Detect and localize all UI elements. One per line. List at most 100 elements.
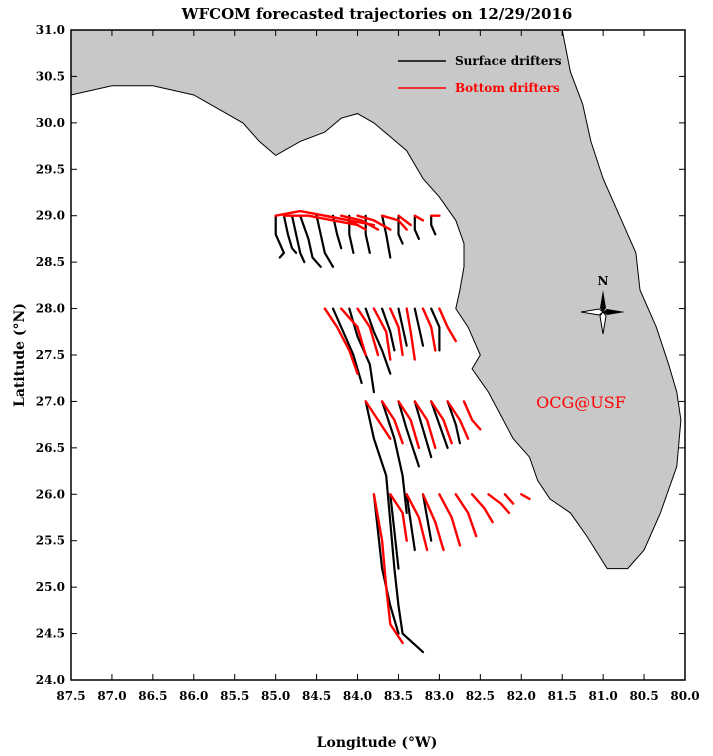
trajectory-layer	[274, 209, 531, 654]
x-tick-label: 87.0	[97, 689, 126, 703]
bottom-trajectory	[389, 493, 408, 542]
x-tick-label: 80.0	[670, 689, 699, 703]
bottom-trajectory	[364, 400, 392, 440]
y-tick-label: 28.5	[36, 255, 65, 269]
y-tick-label: 29.5	[36, 162, 65, 176]
y-tick-label: 24.5	[36, 627, 65, 641]
surface-trajectory	[421, 493, 433, 542]
y-tick-label: 27.0	[36, 394, 65, 408]
compass-rose-icon: N	[580, 274, 625, 335]
surface-trajectory	[430, 307, 441, 352]
x-tick-label: 84.5	[302, 689, 331, 703]
surface-trajectory	[381, 307, 396, 352]
surface-trajectory	[430, 400, 449, 449]
bottom-trajectory	[356, 214, 392, 231]
compass-north-label: N	[598, 274, 609, 288]
bottom-trajectory	[282, 214, 359, 227]
land-layer	[70, 29, 685, 570]
bottom-trajectory	[397, 400, 421, 450]
axis-ticks: 87.5 87.0 86.5 86.0 85.5 85.0 84.5 84.0 83.5 83.0…	[36, 23, 700, 703]
y-tick-label: 31.0	[36, 23, 65, 37]
x-tick-label: 86.0	[179, 689, 208, 703]
bottom-trajectory	[438, 493, 462, 547]
x-tick-label: 85.5	[220, 689, 249, 703]
surface-trajectory	[381, 400, 408, 515]
bottom-trajectory	[462, 400, 482, 431]
bottom-trajectory	[389, 307, 404, 357]
legend-surface-label: Surface drifters	[455, 54, 562, 68]
legend: Surface drifters Bottom drifters	[398, 54, 562, 95]
surface-trajectory	[364, 400, 425, 654]
bottom-trajectory	[356, 307, 380, 357]
y-tick-label: 30.0	[36, 116, 65, 130]
legend-bottom-label: Bottom drifters	[455, 81, 560, 95]
bottom-trajectory	[372, 307, 392, 361]
surface-trajectory	[389, 493, 400, 570]
chart-title: WFCOM forecasted trajectories on 12/29/2…	[181, 5, 573, 23]
bottom-trajectory	[430, 400, 453, 445]
x-tick-label: 81.5	[548, 689, 577, 703]
bottom-trajectory	[438, 307, 457, 343]
bottom-trajectory	[323, 307, 359, 375]
surface-trajectory	[381, 214, 392, 259]
y-tick-label: 26.5	[36, 441, 65, 455]
y-tick-label: 29.0	[36, 209, 65, 223]
x-tick-label: 82.5	[466, 689, 495, 703]
surface-trajectory	[446, 400, 461, 445]
bottom-trajectory	[487, 493, 511, 515]
surface-trajectory	[274, 214, 285, 259]
bottom-trajectory	[323, 214, 367, 231]
surface-trajectory	[397, 400, 420, 468]
surface-trajectory	[282, 214, 298, 254]
surface-trajectory	[315, 214, 335, 268]
x-tick-label: 83.0	[425, 689, 454, 703]
x-axis-title: Longitude (°W)	[317, 735, 438, 751]
y-axis-title: Latitude (°N)	[12, 303, 28, 407]
y-tick-label: 26.0	[36, 487, 65, 501]
bottom-trajectory	[397, 214, 412, 227]
bottom-trajectory	[454, 493, 478, 538]
bottom-trajectory	[446, 400, 470, 440]
bottom-trajectory	[340, 214, 380, 231]
bottom-trajectory	[520, 493, 531, 501]
surface-trajectory	[430, 214, 437, 236]
x-tick-label: 81.0	[589, 689, 618, 703]
x-tick-label: 86.5	[138, 689, 167, 703]
x-tick-label: 84.0	[343, 689, 372, 703]
surface-trajectory	[413, 307, 425, 347]
florida-landmass	[70, 29, 685, 570]
bottom-trajectory	[380, 214, 408, 231]
surface-trajectory	[331, 214, 343, 250]
surface-trajectory	[405, 493, 416, 552]
y-tick-label: 24.0	[36, 673, 65, 687]
x-tick-label: 87.5	[56, 689, 85, 703]
bottom-trajectory	[470, 493, 494, 524]
y-tick-label: 30.5	[36, 69, 65, 83]
x-tick-label: 80.5	[629, 689, 658, 703]
surface-trajectory	[299, 214, 322, 268]
surface-trajectory	[372, 493, 400, 635]
y-tick-label: 25.0	[36, 580, 65, 594]
bottom-trajectory	[421, 493, 445, 552]
bottom-trajectory	[380, 400, 404, 445]
bottom-trajectory	[421, 307, 437, 352]
surface-trajectory	[413, 400, 433, 459]
surface-trajectory	[413, 214, 420, 240]
watermark: OCG@USF	[536, 393, 626, 412]
surface-trajectory	[397, 307, 408, 347]
bottom-trajectory	[405, 493, 429, 552]
surface-trajectory	[331, 307, 363, 384]
y-tick-label: 28.0	[36, 302, 65, 316]
bottom-trajectory	[340, 307, 367, 357]
surface-trajectory	[348, 214, 355, 254]
x-tick-label: 83.5	[384, 689, 413, 703]
bottom-trajectory	[413, 214, 425, 222]
bottom-trajectory	[413, 400, 437, 450]
y-tick-label: 25.5	[36, 534, 65, 548]
surface-trajectory	[364, 307, 392, 375]
bottom-trajectory	[372, 493, 404, 645]
bottom-trajectory	[503, 493, 515, 505]
x-tick-label: 82.0	[507, 689, 536, 703]
bottom-trajectory	[405, 307, 416, 361]
